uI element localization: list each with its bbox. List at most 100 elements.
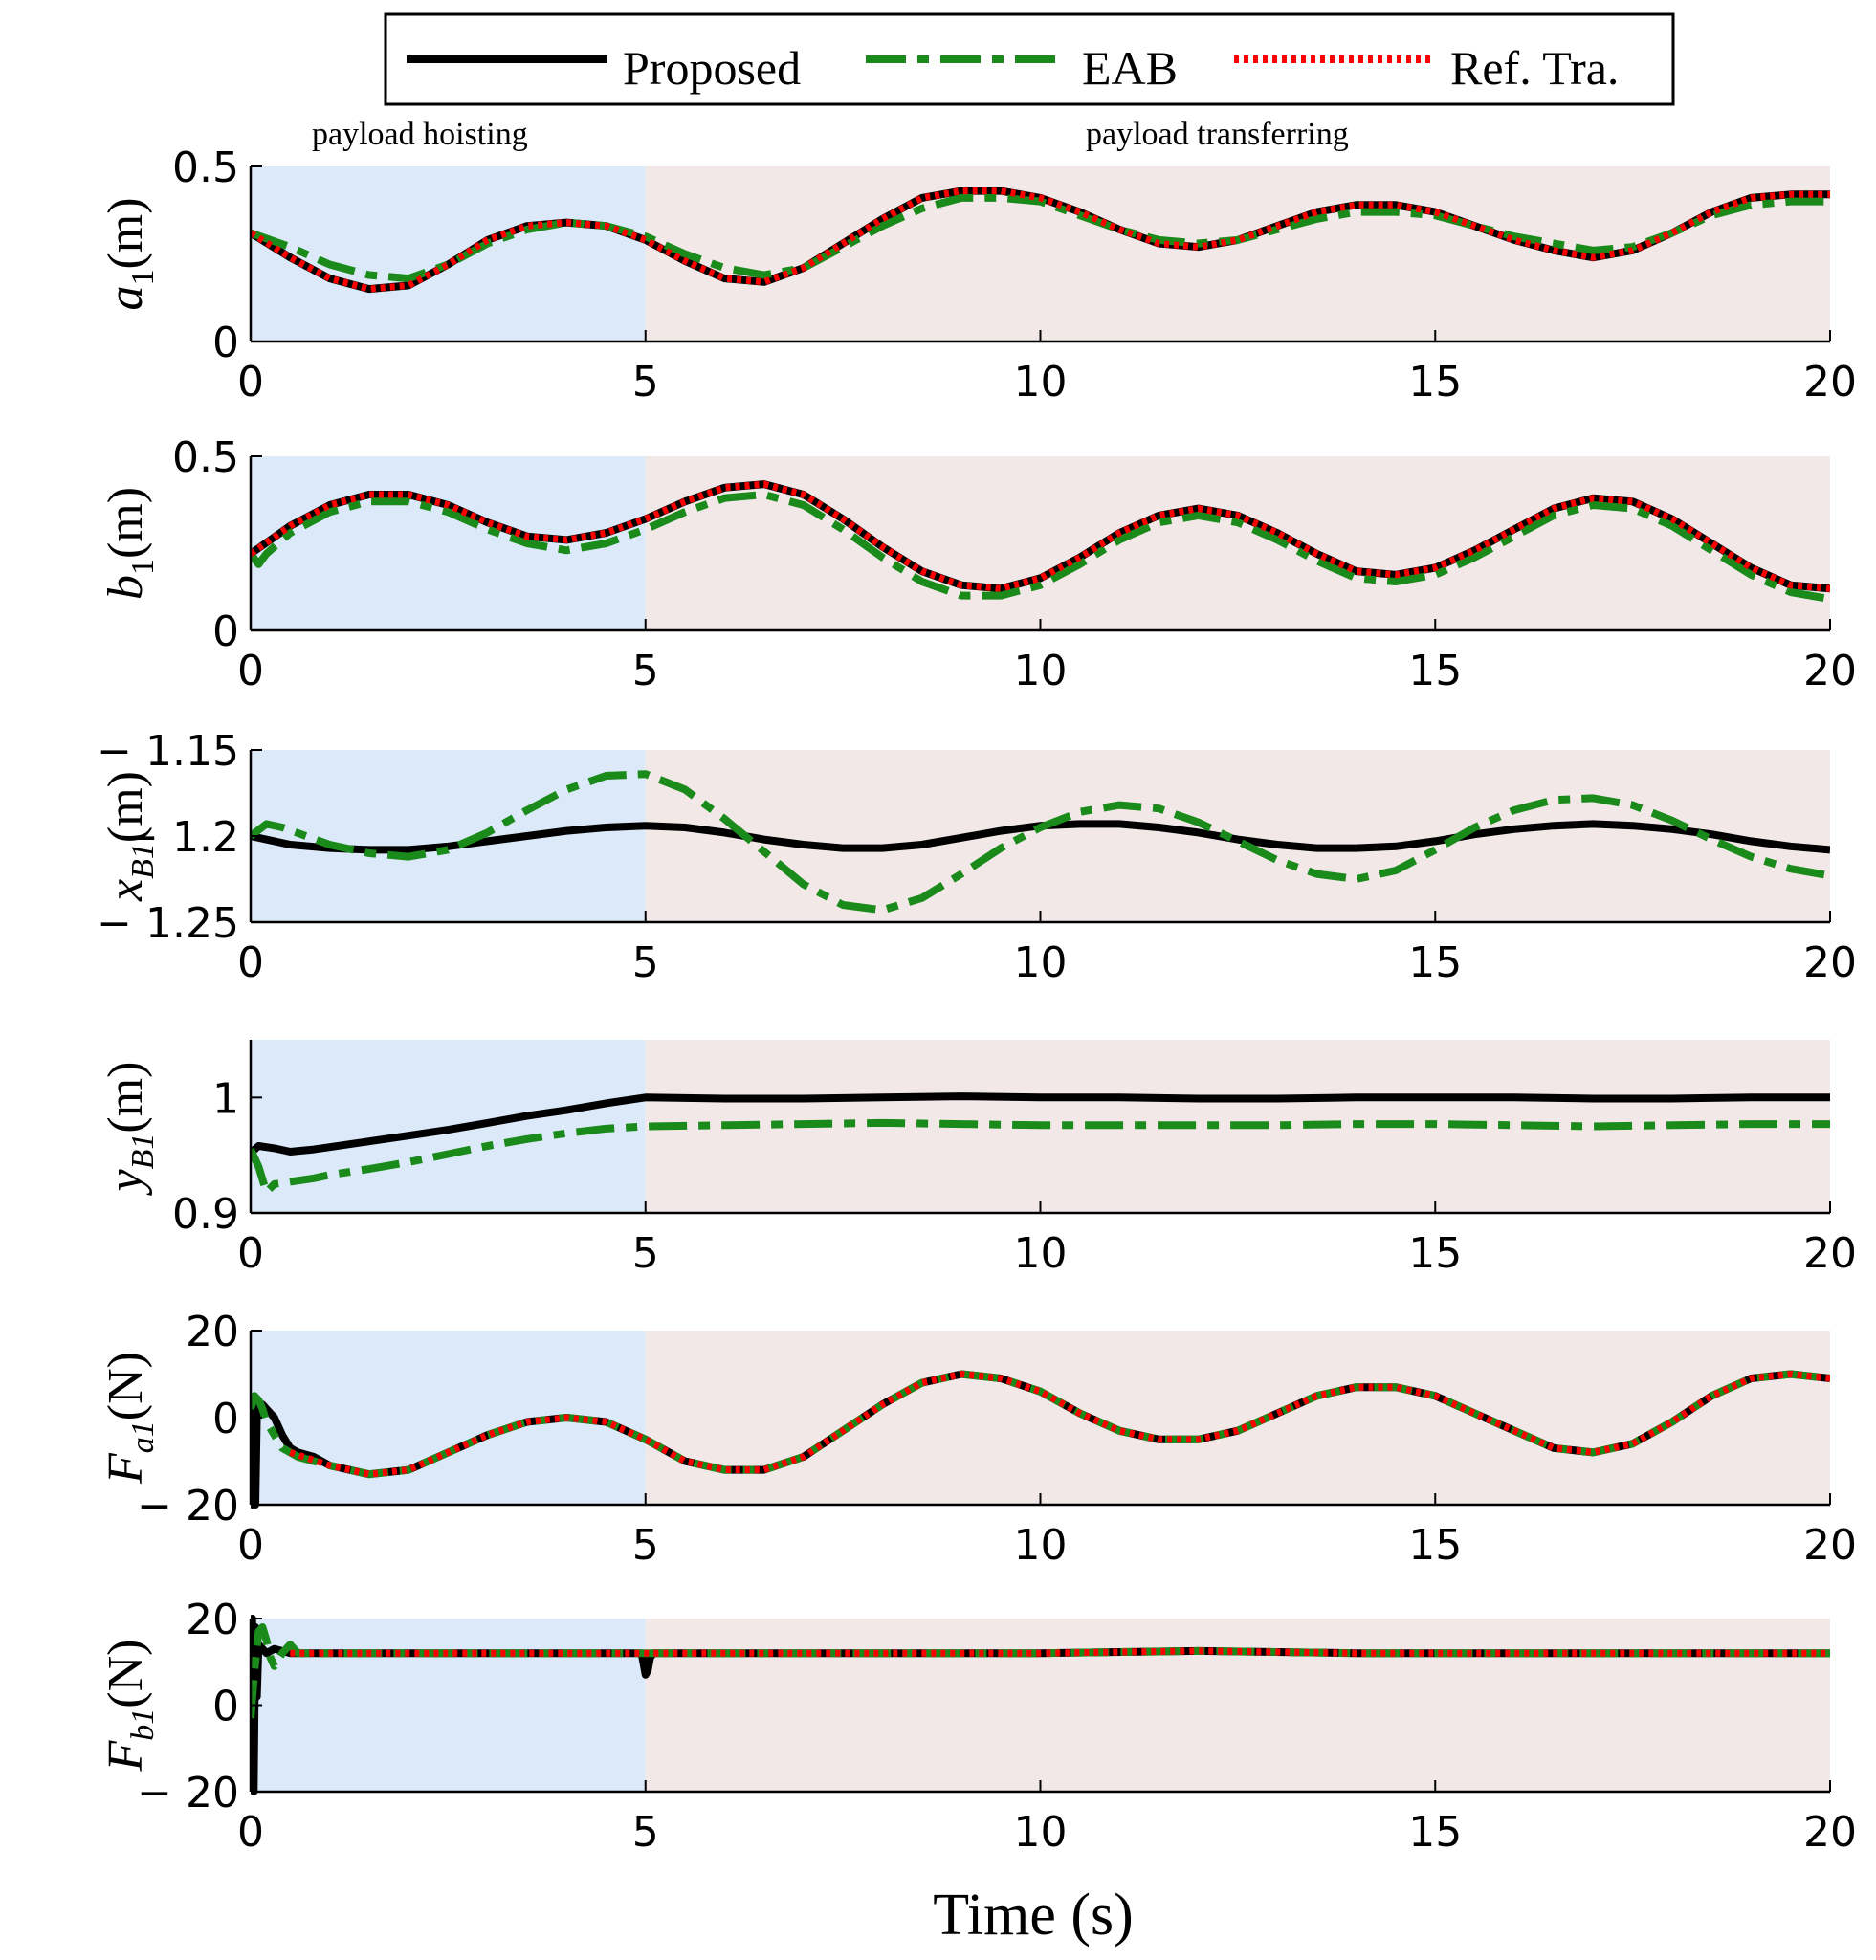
series-group [251, 480, 1830, 604]
x-tick-label: 10 [1014, 938, 1068, 987]
x-tick-label: 15 [1408, 647, 1462, 695]
y-tick-label: − 20 [137, 1482, 239, 1531]
series-group [251, 770, 1830, 914]
y-label-unit: (m) [99, 197, 153, 269]
x-tick-label: 5 [632, 1521, 659, 1570]
y-label-unit: (m) [99, 1062, 153, 1134]
y-tick-label: − 1.25 [97, 899, 239, 948]
y-label-unit: (N) [99, 1640, 153, 1708]
x-tick-label: 15 [1408, 938, 1462, 987]
x-tick-label: 0 [237, 1229, 264, 1278]
x-tick-label: 10 [1014, 358, 1068, 407]
x-tick-label: 10 [1014, 1229, 1068, 1278]
phase-label-transferring: payload transferring [1086, 117, 1349, 152]
legend-label-proposed: Proposed [623, 41, 801, 95]
series-group [251, 1370, 1830, 1509]
x-tick-label: 15 [1408, 1808, 1462, 1857]
subplot-a1: 0 5 10 15 20 0 0.5 a1(m) [99, 143, 1857, 407]
series-line-eab-xB1 [251, 770, 1830, 914]
y-tick-label: 20 [186, 1308, 239, 1356]
y-label-unit: (N) [99, 1352, 153, 1420]
series-line-ref-tra-Fa1 [289, 1371, 1830, 1478]
y-tick-label: 20 [186, 1596, 239, 1644]
y-tick-label: − 20 [137, 1769, 239, 1817]
y-label-symbol: x [99, 879, 153, 902]
x-tick-label: 20 [1803, 647, 1857, 695]
phase-background-transferring [645, 1331, 1830, 1505]
y-label-symbol: b [99, 575, 153, 600]
phase-background-transferring [645, 456, 1830, 630]
series-line-proposed-yB1 [251, 1092, 1830, 1156]
y-label-subscript: 1 [125, 270, 161, 286]
series-line-eab-b1 [251, 491, 1830, 604]
x-tick-label: 15 [1408, 1229, 1462, 1278]
series-group [251, 1615, 1830, 1795]
y-tick-label: − 1.15 [97, 727, 239, 776]
series-group [251, 1092, 1830, 1197]
x-tick-label: 10 [1014, 647, 1068, 695]
y-axis-label-Fb1: Fb1(N) [99, 1640, 161, 1773]
y-tick-label: 1 [212, 1074, 239, 1123]
y-tick-label: − 1.2 [123, 813, 239, 862]
x-tick-label: 15 [1408, 1521, 1462, 1570]
y-axis-label-yB1: yB1(m) [99, 1062, 161, 1197]
x-tick-label: 5 [632, 1808, 659, 1857]
phase-label-hoisting: payload hoisting [312, 117, 528, 152]
series-line-proposed-b1 [251, 480, 1830, 593]
y-tick-label: 0 [212, 1395, 239, 1443]
x-tick-label: 5 [632, 1229, 659, 1278]
x-tick-label: 15 [1408, 358, 1462, 407]
x-tick-label: 0 [237, 1521, 264, 1570]
legend: Proposed EAB Ref. Tra. [384, 12, 1675, 106]
x-tick-label: 5 [632, 358, 659, 407]
y-tick-label: 0.5 [172, 143, 239, 192]
x-tick-label: 0 [237, 647, 264, 695]
y-tick-label: 0.9 [172, 1190, 239, 1239]
phase-background-hoisting [251, 1619, 646, 1792]
legend-label-ref: Ref. Tra. [1450, 41, 1619, 95]
y-label-subscript: 1 [125, 559, 161, 575]
x-tick-label: 20 [1803, 358, 1857, 407]
y-axis-label-Fa1: Fa1(N) [99, 1352, 161, 1485]
x-tick-label: 0 [237, 358, 264, 407]
y-label-unit: (m) [99, 487, 153, 559]
y-label-symbol: a [99, 286, 153, 311]
y-tick-label: 0 [212, 1683, 239, 1731]
series-line-ref-tra-a1 [251, 187, 1830, 293]
x-tick-label: 5 [632, 938, 659, 987]
y-label-unit: (m) [99, 771, 153, 843]
x-tick-label: 20 [1803, 1521, 1857, 1570]
x-tick-label: 10 [1014, 1808, 1068, 1857]
legend-label-eab: EAB [1082, 41, 1178, 95]
y-tick-label: 0 [212, 607, 239, 656]
x-tick-label: 20 [1803, 938, 1857, 987]
phase-background-transferring [645, 1619, 1830, 1792]
y-axis-label-b1: b1(m) [99, 487, 161, 600]
subplot-yB1: 0 5 10 15 20 0.9 1 yB1(m) [99, 1040, 1857, 1278]
x-tick-label: 0 [237, 938, 264, 987]
y-label-subscript: a1 [125, 1420, 161, 1453]
y-tick-label: 0.5 [172, 433, 239, 482]
x-tick-label: 20 [1803, 1808, 1857, 1857]
series-line-eab-yB1 [251, 1118, 1830, 1197]
x-tick-label: 10 [1014, 1521, 1068, 1570]
y-tick-label: 0 [212, 319, 239, 367]
phase-background-hoisting [251, 166, 646, 341]
phase-background-hoisting [251, 750, 646, 922]
y-label-subscript: B1 [125, 843, 161, 879]
x-tick-label: 5 [632, 647, 659, 695]
series-group [251, 187, 1830, 294]
y-label-subscript: B1 [125, 1134, 161, 1170]
x-tick-label: 20 [1803, 1229, 1857, 1278]
y-label-subscript: b1 [125, 1708, 161, 1741]
series-line-ref-tra-Fb1 [290, 1647, 1830, 1657]
x-axis-label: Time (s) [933, 1883, 1134, 1948]
subplot-xB1: 0 5 10 15 20 − 1.25 − 1.2 − 1.15 xB1(m) [97, 727, 1857, 987]
y-label-symbol: F [99, 1739, 153, 1772]
y-label-symbol: y [99, 1168, 153, 1196]
phase-background-hoisting [251, 456, 646, 630]
